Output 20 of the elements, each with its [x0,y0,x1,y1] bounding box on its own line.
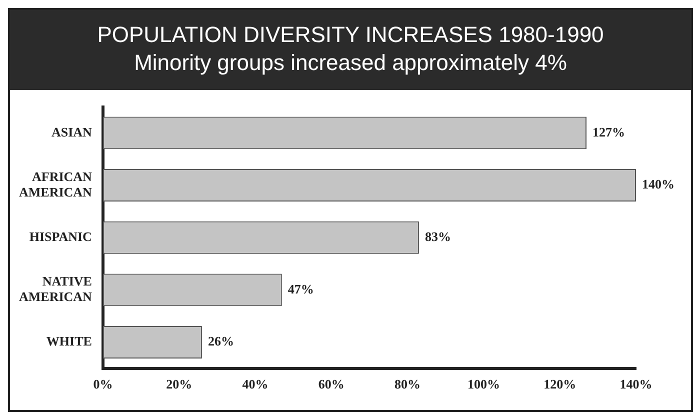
data-label: 127% [592,124,625,140]
data-label: 83% [424,228,451,244]
chart-title: POPULATION DIVERSITY INCREASES 1980-1990 [96,22,605,48]
chart-subtitle: Minority groups increased approximately 4% [133,50,568,76]
y-tick-label: ASIAN [51,124,93,140]
x-tick-label: 60% [318,376,344,392]
x-tick-label: 140% [620,376,652,392]
y-tick-label: WHITE [46,334,92,349]
y-tick-label: AFRICAN AMERICAN [18,168,93,200]
data-label: 140% [642,176,674,192]
x-tick-label: 40% [242,376,268,392]
data-label: 26% [208,334,234,349]
x-tick-label: 20% [166,376,192,392]
y-tick-label: NATIVE AMERICAN [18,273,93,304]
y-tick-label: HISPANIC [29,228,92,244]
x-tick-label: 100% [467,376,500,392]
x-tick-label: 80% [394,376,421,392]
x-tick-label: 120% [544,376,576,392]
data-label: 47% [288,281,314,296]
x-tick-label: 0% [93,376,113,392]
